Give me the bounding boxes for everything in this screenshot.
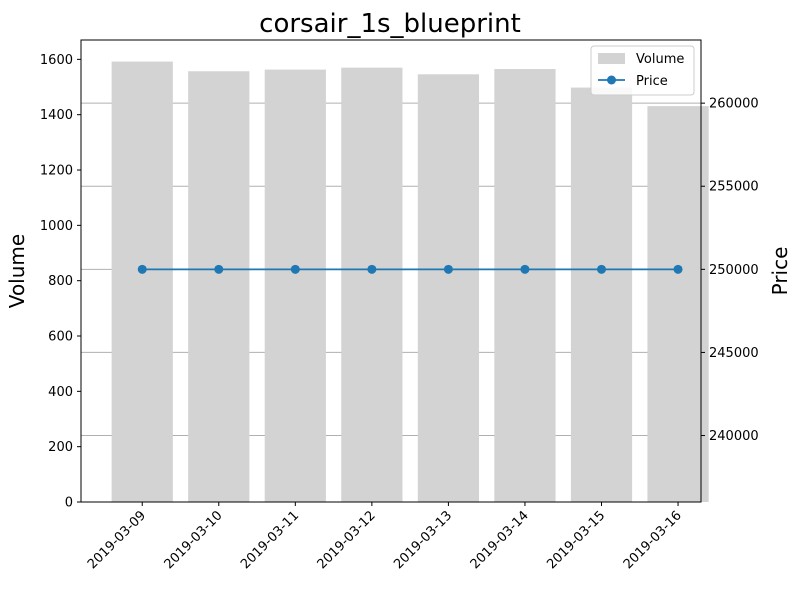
- volume-bar: [647, 106, 709, 502]
- right-tick-label: 260000: [709, 97, 759, 112]
- right-tick-label: 245000: [709, 346, 759, 361]
- left-tick-label: 200: [48, 440, 73, 455]
- left-tick-label: 400: [48, 385, 73, 400]
- price-point: [596, 264, 606, 274]
- plot-frame: [80, 39, 702, 503]
- left-tick-label: 1600: [40, 53, 73, 68]
- left-tick-label: 1000: [40, 219, 73, 234]
- volume-bars: [111, 61, 709, 503]
- x-tick-label: 2019-03-13: [391, 508, 455, 572]
- price-point: [367, 264, 377, 274]
- right-axis-title: Price: [768, 247, 792, 296]
- volume-bar: [341, 67, 403, 502]
- price-point: [290, 264, 300, 274]
- volume-bar: [188, 71, 250, 502]
- legend-label-price: Price: [636, 74, 668, 89]
- chart-title: corsair_1s_blueprint: [259, 9, 521, 39]
- left-axis: 0 200 400 600 800 1000 1200 1400 1600: [40, 53, 81, 511]
- x-tick-label: 2019-03-16: [621, 508, 685, 572]
- left-tick-label: 1200: [40, 164, 73, 179]
- price-point: [137, 264, 147, 274]
- volume-bar: [570, 87, 633, 502]
- right-tick-label: 250000: [709, 263, 759, 278]
- right-axis: 240000 245000 250000 255000 260000: [701, 97, 759, 444]
- price-point: [673, 264, 683, 274]
- x-tick-label: 2019-03-11: [238, 508, 302, 572]
- price-point: [443, 264, 453, 274]
- x-tick-label: 2019-03-10: [162, 508, 226, 572]
- volume-bar: [417, 74, 480, 502]
- x-tick-label: 2019-03-15: [544, 508, 608, 572]
- legend-marker-price: [607, 75, 616, 85]
- price-point: [520, 264, 530, 274]
- legend: Volume Price: [590, 45, 695, 96]
- right-tick-label: 240000: [709, 429, 759, 444]
- price-series: [137, 264, 683, 274]
- x-tick-label: 2019-03-12: [315, 508, 379, 572]
- x-tick-label: 2019-03-09: [85, 508, 149, 572]
- price-point: [214, 264, 224, 274]
- volume-bar: [264, 69, 326, 502]
- x-tick-label: 2019-03-14: [468, 508, 532, 572]
- legend-swatch-volume: [598, 53, 625, 64]
- x-axis: 2019-03-09 2019-03-10 2019-03-11 2019-03-12…: [85, 502, 685, 572]
- legend-label-volume: Volume: [636, 52, 684, 67]
- left-axis-title: Volume: [5, 234, 29, 308]
- right-tick-label: 255000: [709, 180, 759, 195]
- left-tick-label: 1400: [40, 108, 73, 123]
- volume-bar: [494, 69, 556, 502]
- left-tick-label: 800: [48, 274, 73, 289]
- left-tick-label: 0: [65, 496, 73, 511]
- left-tick-label: 600: [48, 330, 73, 345]
- volume-bar: [111, 61, 173, 503]
